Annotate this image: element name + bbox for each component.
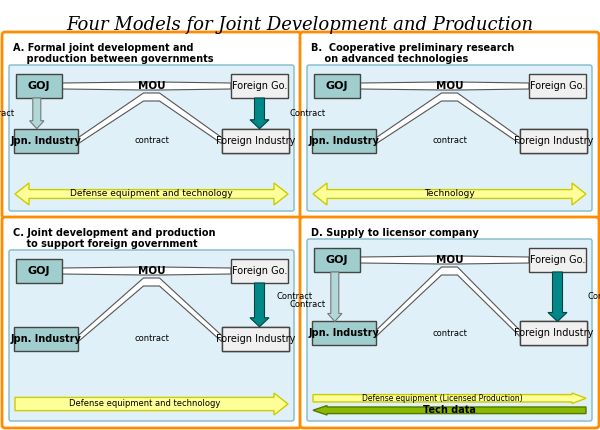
FancyBboxPatch shape: [9, 250, 294, 421]
Text: Foreign Industry: Foreign Industry: [216, 334, 295, 344]
Polygon shape: [15, 183, 288, 205]
Text: contract: contract: [432, 329, 467, 338]
Text: Four Models for Joint Development and Production: Four Models for Joint Development and Pr…: [67, 16, 533, 34]
FancyBboxPatch shape: [314, 248, 360, 272]
Text: contract: contract: [134, 334, 169, 343]
Polygon shape: [313, 405, 586, 415]
Text: GOJ: GOJ: [28, 81, 50, 91]
FancyBboxPatch shape: [529, 74, 586, 98]
Polygon shape: [29, 98, 44, 129]
Text: MOU: MOU: [436, 81, 463, 91]
Text: Contract: Contract: [0, 109, 15, 118]
Text: Contract: Contract: [289, 301, 325, 309]
FancyBboxPatch shape: [520, 129, 587, 153]
Text: Tech data: Tech data: [423, 405, 476, 415]
FancyBboxPatch shape: [312, 129, 376, 153]
Text: Jpn. Industry: Jpn. Industry: [11, 334, 82, 344]
Text: Foreign Industry: Foreign Industry: [514, 136, 593, 146]
FancyBboxPatch shape: [520, 322, 587, 345]
Text: contract: contract: [432, 136, 467, 145]
Text: Foreign Go.: Foreign Go.: [232, 81, 287, 91]
Text: GOJ: GOJ: [326, 255, 348, 265]
FancyBboxPatch shape: [307, 239, 592, 421]
Text: A. Formal joint development and: A. Formal joint development and: [13, 43, 193, 53]
Text: Jpn. Industry: Jpn. Industry: [11, 136, 82, 146]
Text: MOU: MOU: [137, 81, 166, 91]
Polygon shape: [328, 272, 342, 322]
Text: D. Supply to licensor company: D. Supply to licensor company: [311, 228, 479, 238]
FancyBboxPatch shape: [9, 65, 294, 211]
Polygon shape: [313, 183, 586, 205]
Text: Contract: Contract: [587, 292, 600, 301]
Text: Defense equipment (Licensed Production): Defense equipment (Licensed Production): [362, 394, 523, 403]
Text: production between governments: production between governments: [13, 54, 214, 64]
FancyBboxPatch shape: [16, 259, 62, 283]
FancyBboxPatch shape: [14, 327, 78, 351]
Text: Foreign Industry: Foreign Industry: [514, 329, 593, 338]
Text: Defense equipment and technology: Defense equipment and technology: [70, 190, 233, 199]
Text: contract: contract: [134, 136, 169, 145]
Polygon shape: [62, 82, 231, 90]
Text: GOJ: GOJ: [28, 266, 50, 276]
Polygon shape: [360, 256, 529, 264]
FancyBboxPatch shape: [2, 32, 301, 218]
FancyBboxPatch shape: [16, 74, 62, 98]
FancyBboxPatch shape: [529, 248, 586, 272]
Text: Jpn. Industry: Jpn. Industry: [308, 329, 379, 338]
Polygon shape: [250, 283, 269, 327]
Polygon shape: [15, 393, 288, 415]
Text: Foreign Go.: Foreign Go.: [232, 266, 287, 276]
FancyBboxPatch shape: [14, 129, 78, 153]
Text: on advanced technologies: on advanced technologies: [311, 54, 468, 64]
Text: Contract: Contract: [277, 292, 313, 301]
Text: MOU: MOU: [436, 255, 463, 265]
Text: Technology: Technology: [424, 190, 475, 199]
Polygon shape: [548, 272, 567, 322]
Text: Foreign Go.: Foreign Go.: [530, 81, 585, 91]
Text: GOJ: GOJ: [326, 81, 348, 91]
FancyBboxPatch shape: [2, 217, 301, 428]
Text: B.  Cooperative preliminary research: B. Cooperative preliminary research: [311, 43, 514, 53]
FancyBboxPatch shape: [300, 32, 599, 218]
Polygon shape: [376, 267, 520, 337]
Text: Contract: Contract: [289, 109, 325, 118]
Text: MOU: MOU: [137, 266, 166, 276]
Text: to support foreign government: to support foreign government: [13, 239, 197, 249]
Text: Foreign Go.: Foreign Go.: [530, 255, 585, 265]
FancyBboxPatch shape: [300, 217, 599, 428]
Polygon shape: [78, 93, 222, 144]
Polygon shape: [250, 98, 269, 129]
Polygon shape: [62, 267, 231, 275]
FancyBboxPatch shape: [307, 65, 592, 211]
FancyBboxPatch shape: [231, 74, 288, 98]
FancyBboxPatch shape: [314, 74, 360, 98]
Polygon shape: [313, 393, 586, 404]
Text: Foreign Industry: Foreign Industry: [216, 136, 295, 146]
FancyBboxPatch shape: [231, 259, 288, 283]
Polygon shape: [78, 278, 222, 342]
Text: C. Joint development and production: C. Joint development and production: [13, 228, 215, 238]
FancyBboxPatch shape: [222, 129, 289, 153]
FancyBboxPatch shape: [312, 322, 376, 345]
Text: Jpn. Industry: Jpn. Industry: [308, 136, 379, 146]
Text: Defense equipment and technology: Defense equipment and technology: [69, 399, 220, 408]
Polygon shape: [376, 93, 520, 144]
Polygon shape: [360, 82, 529, 90]
FancyBboxPatch shape: [222, 327, 289, 351]
